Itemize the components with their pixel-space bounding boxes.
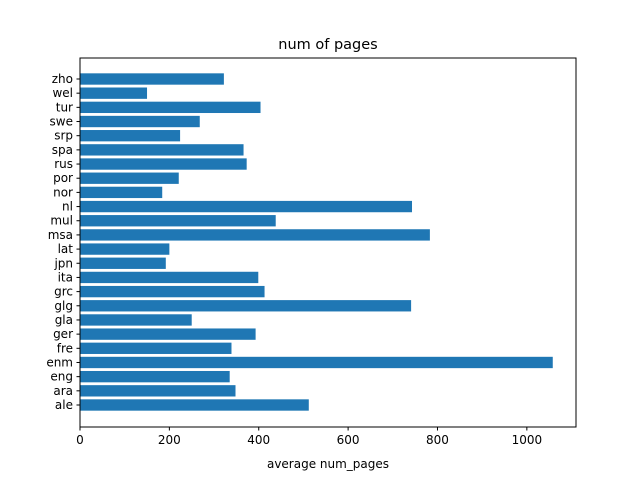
bar-srp bbox=[80, 130, 181, 142]
x-axis: 0 200 400 600 800 1000 bbox=[76, 427, 542, 447]
x-tick-label: 400 bbox=[247, 433, 270, 447]
x-axis-label: average num_pages bbox=[267, 457, 389, 471]
y-tick-label: lat bbox=[58, 242, 74, 256]
y-tick-label: grc bbox=[54, 285, 73, 299]
y-tick-label: swe bbox=[50, 115, 73, 129]
y-tick-label: mul bbox=[50, 214, 73, 228]
y-tick-label: spa bbox=[52, 143, 73, 157]
bar-nor bbox=[80, 186, 163, 199]
y-tick-label: zho bbox=[52, 72, 73, 86]
y-tick-label: rus bbox=[54, 157, 73, 171]
bar-por bbox=[80, 172, 179, 184]
y-tick-label: ale bbox=[55, 398, 73, 412]
y-tick-label: srp bbox=[54, 129, 73, 143]
bars-group bbox=[80, 73, 553, 411]
bar-jpn bbox=[80, 257, 166, 269]
y-tick-label: por bbox=[53, 171, 73, 185]
y-tick-label: nor bbox=[53, 185, 73, 199]
bar-gla bbox=[80, 314, 192, 326]
y-tick-label: glg bbox=[54, 299, 73, 313]
y-tick-label: tur bbox=[56, 100, 73, 114]
bar-wel bbox=[80, 87, 148, 99]
bar-ita bbox=[80, 271, 259, 284]
bar-tur bbox=[80, 101, 261, 114]
bar-lat bbox=[80, 243, 170, 255]
y-tick-label: ita bbox=[58, 270, 73, 284]
y-tick-label: gla bbox=[55, 313, 73, 327]
y-axis: alearaengenmfregerglaglggrcitajpnlatmsam… bbox=[46, 72, 80, 412]
y-tick-label: enm bbox=[46, 355, 73, 369]
bar-nl bbox=[80, 200, 413, 213]
bar-enm bbox=[80, 356, 553, 369]
y-tick-label: msa bbox=[48, 228, 73, 242]
bar-ale bbox=[80, 399, 309, 411]
y-tick-label: wel bbox=[52, 86, 73, 100]
bar-zho bbox=[80, 73, 224, 85]
y-tick-label: ara bbox=[53, 384, 73, 398]
y-tick-label: jpn bbox=[53, 256, 73, 270]
bar-glg bbox=[80, 300, 412, 312]
x-tick-label: 200 bbox=[158, 433, 181, 447]
plot-frame bbox=[79, 57, 577, 428]
bar-msa bbox=[80, 229, 430, 241]
bar-rus bbox=[80, 158, 247, 170]
chart-title: num of pages bbox=[278, 37, 377, 53]
y-tick-label: fre bbox=[57, 341, 73, 355]
y-tick-label: nl bbox=[62, 200, 73, 214]
bar-swe bbox=[80, 115, 200, 128]
y-tick-label: eng bbox=[50, 370, 73, 384]
bar-ger bbox=[80, 328, 256, 340]
bar-grc bbox=[80, 285, 265, 298]
x-tick-label: 1000 bbox=[512, 433, 543, 447]
x-tick-label: 0 bbox=[76, 433, 84, 447]
x-tick-label: 800 bbox=[426, 433, 449, 447]
y-tick-label: ger bbox=[53, 327, 73, 341]
bar-ara bbox=[80, 385, 236, 397]
bar-eng bbox=[80, 370, 230, 383]
bar-spa bbox=[80, 144, 244, 156]
bar-mul bbox=[80, 215, 276, 227]
x-tick-label: 600 bbox=[337, 433, 360, 447]
bar-fre bbox=[80, 342, 232, 354]
